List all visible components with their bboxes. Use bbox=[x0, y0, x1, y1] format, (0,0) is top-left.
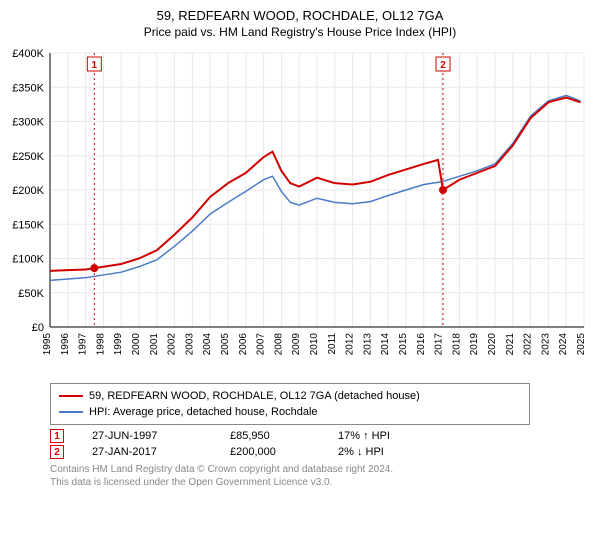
transaction-row: 2 27-JAN-2017 £200,000 2% ↓ HPI bbox=[50, 445, 592, 459]
svg-text:2003: 2003 bbox=[184, 333, 195, 356]
transaction-price: £200,000 bbox=[230, 446, 310, 458]
svg-text:2024: 2024 bbox=[558, 333, 569, 356]
svg-text:£50K: £50K bbox=[18, 288, 44, 300]
svg-text:2002: 2002 bbox=[167, 333, 178, 356]
svg-text:2: 2 bbox=[440, 60, 446, 71]
line-chart: £0 £50K £100K £150K £200K £250K £300K £350K £400… bbox=[8, 47, 592, 377]
transaction-hpi: 17% ↑ HPI bbox=[338, 430, 428, 442]
transaction-hpi: 2% ↓ HPI bbox=[338, 446, 428, 458]
svg-text:1: 1 bbox=[92, 60, 98, 71]
transaction-date: 27-JAN-2017 bbox=[92, 446, 202, 458]
legend-swatch bbox=[59, 395, 83, 397]
transaction-marker: 2 bbox=[50, 445, 64, 459]
svg-text:2000: 2000 bbox=[131, 333, 142, 356]
svg-text:2019: 2019 bbox=[469, 333, 480, 356]
svg-text:2013: 2013 bbox=[362, 333, 373, 356]
legend-item: 59, REDFEARN WOOD, ROCHDALE, OL12 7GA (d… bbox=[59, 388, 521, 404]
svg-text:£250K: £250K bbox=[12, 151, 44, 163]
svg-text:1996: 1996 bbox=[60, 333, 71, 356]
svg-text:£400K: £400K bbox=[12, 48, 44, 60]
legend-item: HPI: Average price, detached house, Roch… bbox=[59, 404, 521, 420]
legend-swatch bbox=[59, 411, 83, 413]
svg-text:2010: 2010 bbox=[309, 333, 320, 356]
transaction-row: 1 27-JUN-1997 £85,950 17% ↑ HPI bbox=[50, 429, 592, 443]
footer-line: Contains HM Land Registry data © Crown c… bbox=[50, 463, 592, 476]
svg-text:2018: 2018 bbox=[451, 333, 462, 356]
svg-text:2006: 2006 bbox=[238, 333, 249, 356]
svg-text:£150K: £150K bbox=[12, 219, 44, 231]
svg-text:2001: 2001 bbox=[149, 333, 160, 356]
svg-text:2009: 2009 bbox=[291, 333, 302, 356]
chart-subtitle: Price paid vs. HM Land Registry's House … bbox=[8, 25, 592, 39]
legend: 59, REDFEARN WOOD, ROCHDALE, OL12 7GA (d… bbox=[50, 383, 530, 425]
svg-text:1999: 1999 bbox=[113, 333, 124, 356]
svg-text:2005: 2005 bbox=[220, 333, 231, 356]
footer-line: This data is licensed under the Open Gov… bbox=[50, 476, 592, 489]
svg-text:2007: 2007 bbox=[256, 333, 267, 356]
svg-text:2020: 2020 bbox=[487, 333, 498, 356]
svg-text:£100K: £100K bbox=[12, 254, 44, 266]
transaction-marker: 1 bbox=[50, 429, 64, 443]
transaction-price: £85,950 bbox=[230, 430, 310, 442]
svg-text:1998: 1998 bbox=[95, 333, 106, 356]
svg-text:£350K: £350K bbox=[12, 82, 44, 94]
svg-text:1995: 1995 bbox=[42, 333, 53, 356]
svg-text:1997: 1997 bbox=[78, 333, 89, 356]
legend-label: 59, REDFEARN WOOD, ROCHDALE, OL12 7GA (d… bbox=[89, 390, 420, 402]
svg-text:2004: 2004 bbox=[202, 333, 213, 356]
svg-text:2015: 2015 bbox=[398, 333, 409, 356]
chart-title: 59, REDFEARN WOOD, ROCHDALE, OL12 7GA bbox=[8, 8, 592, 23]
svg-text:2014: 2014 bbox=[380, 333, 391, 356]
svg-text:£300K: £300K bbox=[12, 117, 44, 129]
svg-text:2012: 2012 bbox=[345, 333, 356, 356]
svg-text:£0: £0 bbox=[32, 322, 44, 334]
svg-text:2025: 2025 bbox=[576, 333, 587, 356]
svg-text:£200K: £200K bbox=[12, 185, 44, 197]
svg-text:2016: 2016 bbox=[416, 333, 427, 356]
svg-text:2023: 2023 bbox=[540, 333, 551, 356]
legend-label: HPI: Average price, detached house, Roch… bbox=[89, 406, 318, 418]
svg-text:2011: 2011 bbox=[327, 333, 338, 355]
svg-text:2021: 2021 bbox=[505, 333, 516, 356]
svg-text:2008: 2008 bbox=[273, 333, 284, 356]
footer-attribution: Contains HM Land Registry data © Crown c… bbox=[50, 463, 592, 489]
chart-container: £0 £50K £100K £150K £200K £250K £300K £350K £400… bbox=[8, 47, 592, 377]
svg-text:2017: 2017 bbox=[434, 333, 445, 356]
svg-text:2022: 2022 bbox=[523, 333, 534, 356]
transaction-date: 27-JUN-1997 bbox=[92, 430, 202, 442]
